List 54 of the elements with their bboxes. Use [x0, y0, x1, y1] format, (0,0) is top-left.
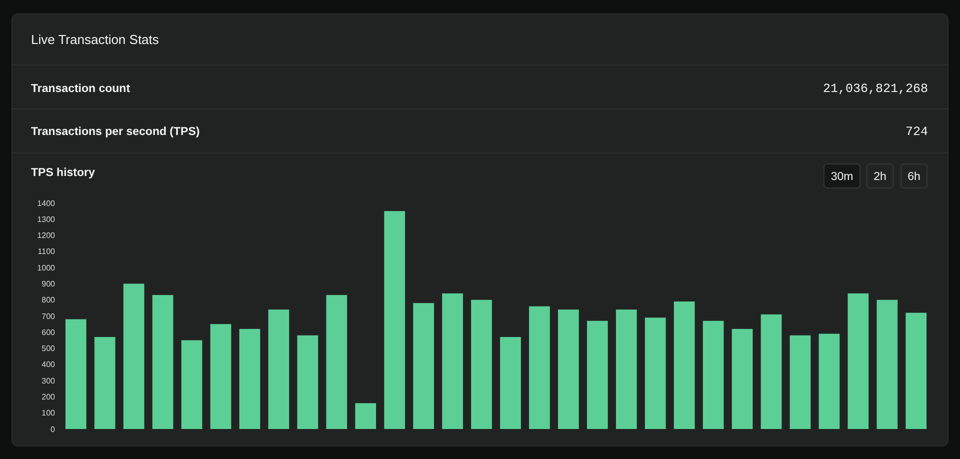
bar — [94, 336, 116, 429]
bar — [65, 319, 86, 429]
bar — [152, 295, 174, 429]
y-tick-label: 1400 — [37, 198, 56, 208]
y-tick-label: 100 — [42, 408, 56, 418]
bar — [413, 303, 434, 429]
bar — [529, 306, 550, 429]
bar — [644, 318, 666, 429]
y-tick-label: 900 — [42, 280, 56, 289]
y-tick-label: 300 — [42, 376, 56, 386]
y-tick-label: 800 — [42, 296, 56, 305]
bar — [906, 312, 927, 429]
bar — [818, 334, 840, 429]
bar — [674, 301, 695, 429]
bar — [848, 293, 869, 429]
text: Transaction count — [31, 83, 130, 95]
text: 21,036,821,268 — [822, 82, 928, 96]
bar — [586, 320, 608, 429]
bar — [123, 284, 144, 429]
text: Transactions per second (TPS) — [31, 126, 200, 138]
bar — [384, 211, 406, 429]
y-tick-label: 400 — [42, 360, 56, 370]
text: 2h — [874, 171, 886, 183]
text: 30m — [830, 171, 854, 183]
bar — [558, 310, 579, 429]
y-tick-label: 500 — [42, 344, 56, 354]
bar — [790, 335, 811, 429]
bar — [500, 336, 521, 429]
bar — [239, 328, 260, 429]
bar — [471, 300, 492, 429]
bar — [876, 300, 898, 429]
text: 724 — [905, 125, 928, 139]
y-tick-label: 600 — [42, 328, 56, 337]
bar — [760, 314, 782, 429]
bar — [732, 328, 753, 429]
y-tick-label: 200 — [42, 392, 56, 402]
y-tick-label: 1100 — [38, 247, 56, 256]
text: 6h — [908, 171, 920, 183]
bar — [268, 310, 290, 429]
y-tick-label: 700 — [42, 312, 56, 321]
y-tick-label: 1000 — [37, 263, 56, 272]
bar — [355, 403, 376, 429]
bar — [210, 324, 232, 429]
y-tick-label: 0 — [50, 424, 56, 434]
chart-subtitle: TPS history — [31, 167, 96, 179]
bar — [181, 340, 202, 429]
bar — [442, 293, 463, 429]
bar — [326, 295, 348, 429]
y-tick-label: 1200 — [37, 231, 56, 240]
chart-title: Live Transaction Stats — [31, 32, 160, 47]
bar — [616, 310, 637, 429]
bar — [297, 335, 318, 429]
y-tick-label: 1300 — [37, 214, 56, 224]
bar — [702, 320, 724, 429]
